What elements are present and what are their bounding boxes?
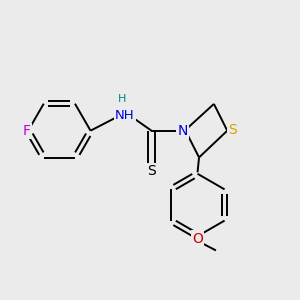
Text: F: F xyxy=(23,124,31,138)
Text: N: N xyxy=(178,124,188,138)
Text: H: H xyxy=(118,94,126,104)
Text: S: S xyxy=(228,123,237,137)
Text: S: S xyxy=(147,164,156,178)
Text: O: O xyxy=(192,232,203,246)
Text: NH: NH xyxy=(115,109,134,122)
